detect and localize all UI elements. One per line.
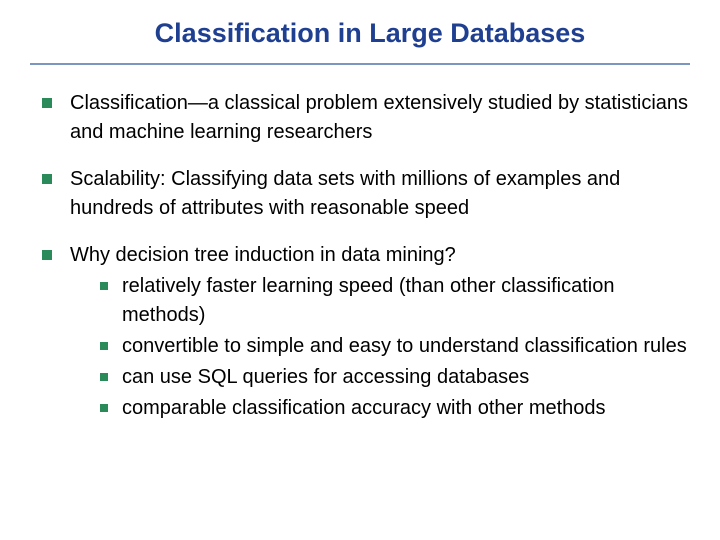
list-item: can use SQL queries for accessing databa… bbox=[100, 363, 690, 392]
list-item: convertible to simple and easy to unders… bbox=[100, 332, 690, 361]
slide: Classification in Large Databases Classi… bbox=[0, 0, 720, 540]
slide-title: Classification in Large Databases bbox=[30, 18, 690, 65]
sub-bullet-text: comparable classification accuracy with … bbox=[122, 394, 606, 423]
list-item: Classification—a classical problem exten… bbox=[42, 89, 690, 147]
bullet-text: Why decision tree induction in data mini… bbox=[70, 241, 456, 270]
bullet-text: Classification—a classical problem exten… bbox=[70, 89, 690, 147]
square-bullet-icon bbox=[100, 373, 108, 381]
sub-bullet-text: can use SQL queries for accessing databa… bbox=[122, 363, 529, 392]
square-bullet-icon bbox=[42, 98, 52, 108]
sub-bullet-text: relatively faster learning speed (than o… bbox=[122, 272, 690, 330]
square-bullet-icon bbox=[42, 250, 52, 260]
slide-content: Classification—a classical problem exten… bbox=[30, 89, 690, 423]
list-item: Scalability: Classifying data sets with … bbox=[42, 165, 690, 223]
square-bullet-icon bbox=[100, 282, 108, 290]
bullet-text: Scalability: Classifying data sets with … bbox=[70, 165, 690, 223]
list-item: comparable classification accuracy with … bbox=[100, 394, 690, 423]
sub-bullet-text: convertible to simple and easy to unders… bbox=[122, 332, 687, 361]
list-item: Why decision tree induction in data mini… bbox=[42, 241, 690, 270]
list-item: relatively faster learning speed (than o… bbox=[100, 272, 690, 330]
square-bullet-icon bbox=[100, 342, 108, 350]
square-bullet-icon bbox=[42, 174, 52, 184]
square-bullet-icon bbox=[100, 404, 108, 412]
sub-list: relatively faster learning speed (than o… bbox=[42, 272, 690, 423]
